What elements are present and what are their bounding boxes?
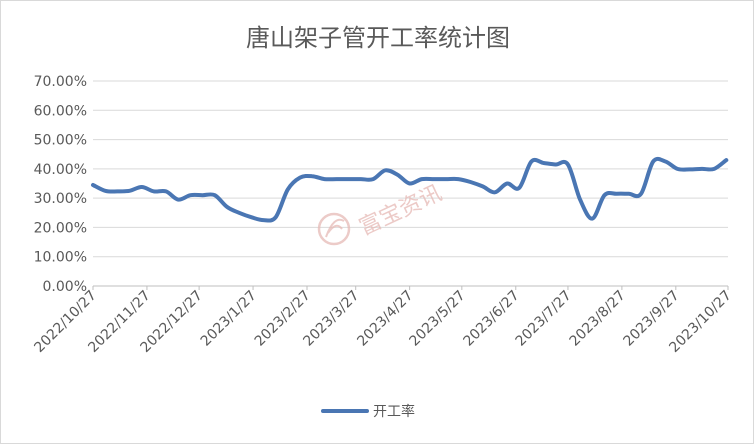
watermark: 富宝资讯 [317,181,446,246]
y-tick-label: 70.00% [34,74,87,90]
y-tick-label: 20.00% [34,220,87,236]
y-tick-label: 10.00% [34,250,87,266]
watermark-logo-icon [317,212,351,246]
series-line [91,156,729,223]
y-tick-label: 30.00% [34,191,87,207]
y-tick-label: 40.00% [34,162,87,178]
watermark-flame-icon [325,218,345,238]
y-tick-label: 0.00% [43,279,87,295]
x-tick-label: 2023/1/27 [198,288,260,350]
legend-label: 开工率 [373,403,415,420]
watermark-text: 富宝资讯 [356,181,446,241]
x-tick-label: 2023/4/27 [354,288,416,350]
x-tick-label: 2023/8/27 [567,288,629,350]
x-tick-label: 2023/7/27 [513,288,575,350]
gridlines [93,80,728,287]
x-tick-label: 2023/5/27 [407,288,469,350]
x-axis-ticks: 2022/10/272022/11/272022/12/272023/1/272… [31,286,735,356]
x-tick-label: 2023/6/27 [461,288,523,350]
y-axis-ticks: 0.00% 10.00% 20.00% 30.00% 40.00% 50.00% 60.00… [34,74,87,295]
y-tick-label: 50.00% [34,133,87,149]
chart-title: 唐山架子管开工率统计图 [246,24,510,52]
series-layer [91,156,729,223]
y-tick-label: 60.00% [34,103,87,119]
legend: 开工率 [321,403,415,420]
